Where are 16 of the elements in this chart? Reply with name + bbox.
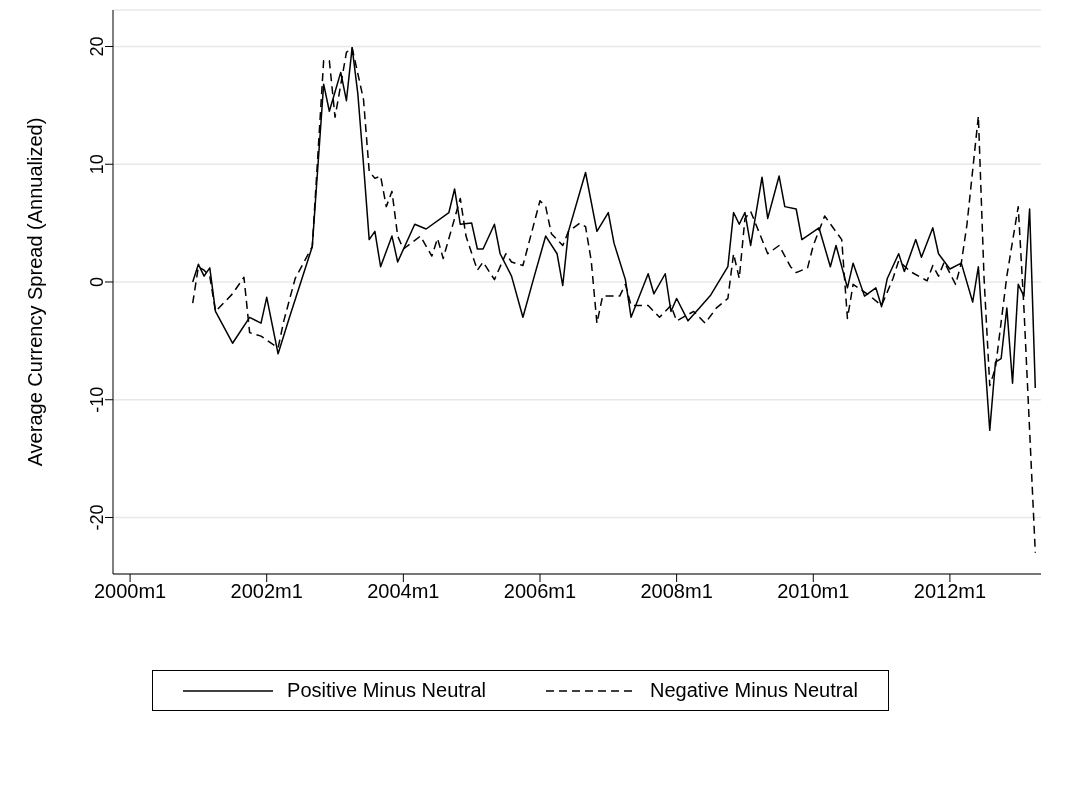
y-tick-label: -10 [87, 386, 108, 413]
x-tick-label: 2002m1 [230, 580, 303, 603]
line-series [191, 46, 1037, 554]
y-axis-title: Average Currency Spread (Annualized) [24, 117, 47, 467]
x-tick-label: 2008m1 [640, 580, 713, 603]
x-tick-label: 2000m1 [93, 580, 167, 603]
y-tick-label: 0 [87, 276, 108, 287]
x-tick-label: 2010m1 [777, 580, 850, 603]
x-tick-label: 2006m1 [503, 580, 577, 603]
x-tick-label: 2012m1 [913, 580, 987, 603]
legend-label: Negative Minus Neutral [650, 679, 858, 702]
y-tick-label: 20 [87, 36, 108, 57]
y-tick-label: 10 [87, 154, 108, 175]
y-tick-label: -20 [87, 504, 108, 531]
x-tick-label: 2004m1 [367, 580, 440, 603]
legend-label: Positive Minus Neutral [287, 679, 487, 702]
